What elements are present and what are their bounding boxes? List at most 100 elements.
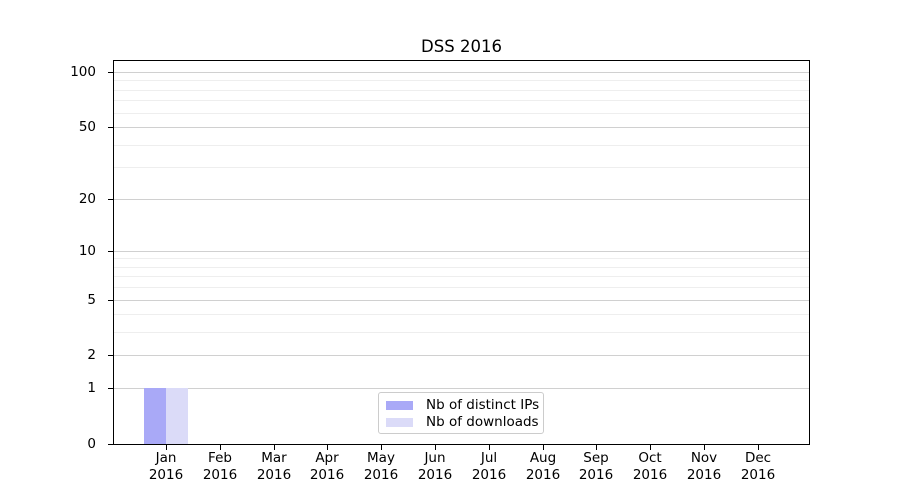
x-tick-label: May 2016 <box>353 450 409 483</box>
y-tick-label-wrap: 0 <box>36 435 96 453</box>
y-tick-label: 2 <box>87 347 96 363</box>
legend-entry: Nb of downloads <box>386 414 543 431</box>
gridline-minor <box>114 287 809 288</box>
x-tick-month: Feb <box>208 450 232 466</box>
x-tick-mark <box>489 445 490 450</box>
x-tick-label: Jun 2016 <box>407 450 463 483</box>
y-tick-label: 50 <box>78 119 96 135</box>
gridline-minor <box>114 100 809 101</box>
y-tick-label-wrap: 50 <box>36 118 96 136</box>
x-tick-month: Oct <box>638 450 662 466</box>
x-tick-month: Apr <box>315 450 339 466</box>
x-tick-month: May <box>367 450 395 466</box>
x-tick-label: Apr 2016 <box>299 450 355 483</box>
y-tick-mark <box>108 251 113 252</box>
x-tick-label: Nov 2016 <box>676 450 732 483</box>
x-tick-mark <box>650 445 651 450</box>
x-tick-mark <box>704 445 705 450</box>
x-tick-mark <box>758 445 759 450</box>
y-tick-label-wrap: 1 <box>36 379 96 397</box>
gridline-major <box>114 251 809 252</box>
x-tick-year: 2016 <box>632 466 668 483</box>
y-tick-mark <box>108 355 113 356</box>
bar <box>166 388 188 444</box>
y-tick-label-wrap: 10 <box>36 242 96 260</box>
x-tick-mark <box>166 445 167 450</box>
legend-entry: Nb of distinct IPs <box>386 397 543 414</box>
x-tick-mark <box>327 445 328 450</box>
x-tick-month: Jul <box>480 450 498 466</box>
y-tick-mark <box>108 127 113 128</box>
x-tick-label: Feb 2016 <box>192 450 248 483</box>
x-tick-mark <box>274 445 275 450</box>
gridline-major <box>114 388 809 389</box>
y-tick-mark <box>108 199 113 200</box>
gridline-minor <box>114 267 809 268</box>
x-tick-label: Jul 2016 <box>461 450 517 483</box>
x-tick-label: Jan 2016 <box>138 450 194 483</box>
x-tick-month: Sep <box>583 450 609 466</box>
gridline-minor <box>114 314 809 315</box>
y-tick-label: 100 <box>70 64 96 80</box>
gridline-minor <box>114 145 809 146</box>
y-tick-label: 20 <box>78 191 96 207</box>
legend: Nb of distinct IPs Nb of downloads <box>378 392 544 434</box>
x-tick-year: 2016 <box>363 466 399 483</box>
x-tick-label: Oct 2016 <box>622 450 678 483</box>
x-tick-label: Mar 2016 <box>246 450 302 483</box>
gridline-minor <box>114 113 809 114</box>
y-tick-mark <box>108 444 113 445</box>
x-tick-mark <box>435 445 436 450</box>
x-tick-year: 2016 <box>578 466 614 483</box>
x-tick-month: Dec <box>744 450 772 466</box>
y-tick-label-wrap: 5 <box>36 291 96 309</box>
x-tick-mark <box>220 445 221 450</box>
y-tick-label: 0 <box>87 436 96 452</box>
gridline-major <box>114 300 809 301</box>
y-tick-label-wrap: 2 <box>36 346 96 364</box>
legend-label: Nb of distinct IPs <box>426 397 540 413</box>
x-tick-year: 2016 <box>256 466 292 483</box>
gridline-minor <box>114 167 809 168</box>
gridline-minor <box>114 90 809 91</box>
legend-swatch <box>386 401 413 410</box>
x-tick-year: 2016 <box>686 466 722 483</box>
x-tick-label: Sep 2016 <box>568 450 624 483</box>
gridline-major <box>114 72 809 73</box>
x-tick-mark <box>543 445 544 450</box>
y-tick-label-wrap: 100 <box>36 63 96 81</box>
legend-swatch <box>386 418 413 427</box>
x-tick-year: 2016 <box>202 466 238 483</box>
y-tick-mark <box>108 388 113 389</box>
gridline-minor <box>114 332 809 333</box>
chart-title: DSS 2016 <box>421 37 502 56</box>
x-tick-month: Jan <box>155 450 177 466</box>
y-tick-label: 5 <box>87 292 96 308</box>
y-tick-mark <box>108 300 113 301</box>
x-tick-month: Aug <box>529 450 557 466</box>
x-tick-month: Nov <box>690 450 718 466</box>
gridline-major <box>114 199 809 200</box>
x-tick-year: 2016 <box>309 466 345 483</box>
x-tick-month: Jun <box>424 450 446 466</box>
x-tick-year: 2016 <box>740 466 776 483</box>
x-tick-year: 2016 <box>525 466 561 483</box>
x-tick-mark <box>381 445 382 450</box>
x-tick-year: 2016 <box>148 466 184 483</box>
gridline-minor <box>114 276 809 277</box>
x-tick-year: 2016 <box>417 466 453 483</box>
x-tick-label: Aug 2016 <box>515 450 571 483</box>
y-tick-label-wrap: 20 <box>36 190 96 208</box>
x-tick-month: Mar <box>261 450 287 466</box>
y-tick-label: 10 <box>78 243 96 259</box>
x-tick-year: 2016 <box>471 466 507 483</box>
legend-label: Nb of downloads <box>426 414 539 430</box>
gridline-major <box>114 355 809 356</box>
gridline-major <box>114 127 809 128</box>
x-tick-mark <box>596 445 597 450</box>
y-tick-label: 1 <box>87 380 96 396</box>
bar <box>144 388 166 444</box>
gridline-minor <box>114 80 809 81</box>
gridline-minor <box>114 258 809 259</box>
